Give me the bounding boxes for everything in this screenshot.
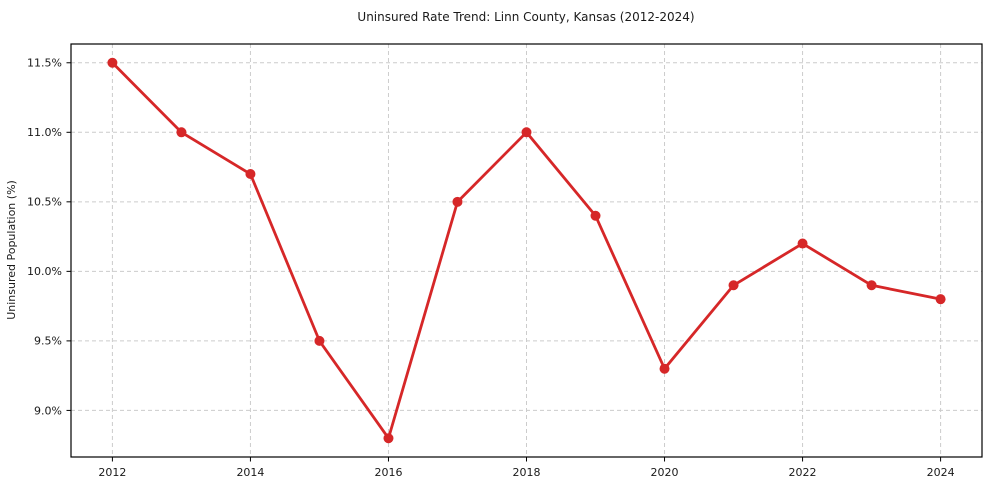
y-tick-label: 9.0% — [34, 404, 62, 417]
trend-line-series — [107, 57, 946, 444]
data-point-2012 — [107, 57, 118, 68]
data-point-2014 — [245, 169, 256, 180]
data-point-2018 — [521, 127, 532, 138]
axes: 2012 2014 2016 2018 2020 2022 2024 9.0% 9.5% 10.0… — [27, 43, 983, 479]
data-point-2020 — [659, 363, 670, 374]
data-point-2015 — [314, 335, 325, 346]
x-tick-label: 2024 — [927, 466, 955, 479]
data-point-2016 — [383, 433, 394, 444]
y-tick-label: 11.5% — [27, 57, 62, 70]
data-point-2023 — [866, 280, 877, 291]
x-tick-label: 2016 — [374, 466, 402, 479]
gridlines — [71, 44, 982, 457]
data-point-2024 — [935, 294, 946, 305]
data-point-2021 — [728, 280, 739, 291]
y-tick-label: 10.0% — [27, 265, 62, 278]
data-point-2017 — [452, 196, 463, 207]
x-tick-label: 2012 — [98, 466, 126, 479]
y-axis-label: Uninsured Population (%) — [5, 180, 18, 320]
y-tick-label: 9.5% — [34, 335, 62, 348]
data-point-2019 — [590, 210, 601, 221]
x-tick-label: 2018 — [513, 466, 541, 479]
x-tick-label: 2014 — [236, 466, 264, 479]
chart-title: Uninsured Rate Trend: Linn County, Kansa… — [357, 10, 694, 24]
data-point-2022 — [797, 238, 808, 249]
x-tick-label: 2022 — [789, 466, 817, 479]
y-tick-label: 11.0% — [27, 126, 62, 139]
x-tick-label: 2020 — [651, 466, 679, 479]
data-point-2013 — [176, 127, 187, 138]
y-tick-label: 10.5% — [27, 196, 62, 209]
